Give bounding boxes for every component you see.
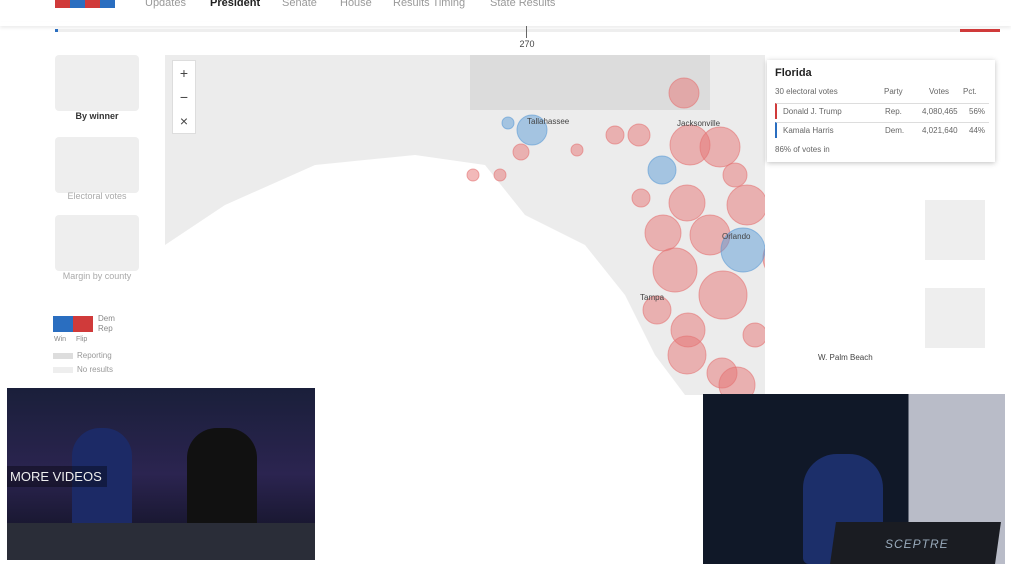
tooltip-header: Pct.: [963, 87, 977, 96]
zoom-controls[interactable]: + − ×: [172, 60, 196, 134]
cell: 4,021,640: [922, 126, 958, 135]
progress-rep: [960, 29, 1000, 32]
progress-label: 270: [519, 39, 535, 49]
gulf: [165, 155, 685, 395]
logo[interactable]: [55, 0, 115, 8]
tooltip-subtitle: 30 electoral votes: [775, 87, 838, 96]
view-thumb[interactable]: [55, 215, 139, 271]
nav-item[interactable]: House: [340, 0, 372, 9]
tooltip-header: Votes: [929, 87, 950, 96]
view-label[interactable]: Electoral votes: [67, 191, 127, 201]
county-bubbles-dem: [501, 114, 765, 273]
legend-sub: Flip: [76, 336, 88, 343]
neighbor-state: [470, 55, 710, 110]
progress-dem: [55, 29, 58, 32]
view-thumb[interactable]: [55, 137, 139, 193]
cell: Rep.: [885, 107, 902, 116]
city-label: Tallahassee: [527, 117, 570, 126]
cell: 56%: [969, 107, 986, 116]
legend-sub: Win: [54, 336, 67, 343]
nav-item[interactable]: President: [210, 0, 261, 9]
brand: SCEPTRE: [885, 537, 949, 551]
status-swatch: [53, 367, 73, 373]
view-label[interactable]: By winner: [75, 111, 119, 121]
county-bubbles: [466, 77, 765, 395]
view-thumb[interactable]: [55, 55, 139, 111]
city-label: Tampa: [640, 293, 665, 302]
tooltip-row: Donald J. Trump Rep. 4,080,465 56%: [775, 103, 989, 119]
person: [72, 428, 132, 528]
status-label: Reporting: [77, 351, 112, 360]
legend-swatch: [53, 316, 93, 332]
desk: [7, 523, 315, 560]
nav-item[interactable]: Senate: [282, 0, 317, 9]
city-label: W. Palm Beach: [818, 353, 873, 362]
cell: Dem.: [885, 126, 905, 135]
status-label: No results: [77, 365, 114, 374]
tooltip-state: Florida: [775, 67, 812, 79]
cell: 4,080,465: [922, 107, 958, 116]
nav-item[interactable]: Results Timing: [393, 0, 466, 9]
video-left[interactable]: MORE VIDEOS: [7, 388, 315, 560]
legend-label: Rep: [98, 324, 113, 333]
progress-bar: [55, 29, 1000, 32]
tooltip-footer: 86% of votes in: [775, 145, 830, 154]
tooltip: Florida 30 electoral votes Party Votes P…: [767, 60, 995, 162]
status-swatch: [53, 353, 73, 359]
cell: 44%: [969, 126, 986, 135]
map: [165, 55, 765, 395]
cell: Kamala Harris: [783, 126, 834, 135]
cell: Donald J. Trump: [783, 107, 842, 116]
placeholder: [925, 200, 985, 260]
placeholder: [925, 288, 985, 348]
nav-item[interactable]: Updates: [145, 0, 186, 9]
tooltip-row: Kamala Harris Dem. 4,021,640 44%: [775, 122, 989, 138]
nav-item[interactable]: State Results: [490, 0, 556, 9]
view-label[interactable]: Margin by county: [62, 271, 132, 281]
tooltip-header: Party: [884, 87, 903, 96]
legend-label: Dem: [98, 314, 115, 323]
more-videos[interactable]: MORE VIDEOS: [7, 466, 107, 487]
city-label: Orlando: [722, 232, 751, 241]
progress-tick: [526, 26, 527, 38]
person: [187, 428, 257, 538]
city-label: Jacksonville: [677, 119, 721, 128]
nav-shadow: [0, 22, 1011, 26]
video-right[interactable]: SCEPTRE: [703, 394, 1005, 564]
